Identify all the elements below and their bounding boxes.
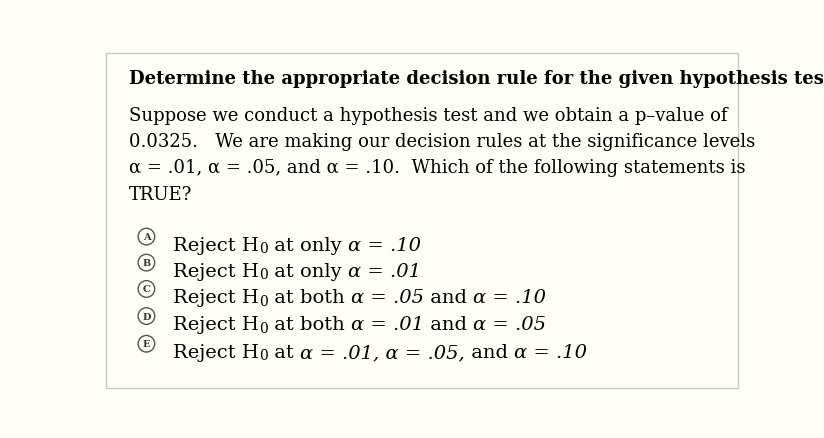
Text: α = .01, α = .05,: α = .01, α = .05, xyxy=(300,343,465,361)
Text: 0: 0 xyxy=(259,294,268,308)
Text: at both: at both xyxy=(268,289,351,307)
Text: B: B xyxy=(143,258,151,268)
Text: 0: 0 xyxy=(259,242,268,256)
Text: TRUE?: TRUE? xyxy=(129,185,192,203)
Text: Reject H: Reject H xyxy=(173,289,259,307)
Text: Reject H: Reject H xyxy=(173,316,259,334)
Text: 0: 0 xyxy=(259,349,268,363)
Text: 0.0325.   We are making our decision rules at the significance levels: 0.0325. We are making our decision rules… xyxy=(129,133,755,151)
Text: Reject H: Reject H xyxy=(173,262,259,280)
Text: α = .01: α = .01 xyxy=(348,262,421,280)
Text: Suppose we conduct a hypothesis test and we obtain a p–value of: Suppose we conduct a hypothesis test and… xyxy=(129,106,727,124)
Text: α = .10: α = .10 xyxy=(348,237,421,254)
Text: A: A xyxy=(143,233,150,241)
Text: Reject H: Reject H xyxy=(173,343,259,361)
Text: Determine the appropriate decision rule for the given hypothesis test.: Determine the appropriate decision rule … xyxy=(129,69,824,88)
Text: at both: at both xyxy=(268,316,351,334)
Text: α = .05: α = .05 xyxy=(473,316,546,334)
Text: and: and xyxy=(465,343,514,361)
Text: D: D xyxy=(143,312,151,321)
Text: α = .01, α = .05, and α = .10.  Which of the following statements is: α = .01, α = .05, and α = .10. Which of … xyxy=(129,159,745,177)
Text: at: at xyxy=(268,343,300,361)
Text: α = .10: α = .10 xyxy=(514,343,587,361)
Text: Reject H: Reject H xyxy=(173,237,259,254)
Text: α = .10: α = .10 xyxy=(473,289,546,307)
Text: 0: 0 xyxy=(259,268,268,282)
Text: α = .01: α = .01 xyxy=(351,316,424,334)
Text: α = .05: α = .05 xyxy=(351,289,424,307)
Text: and: and xyxy=(424,316,473,334)
Text: 0: 0 xyxy=(259,321,268,335)
Text: at only: at only xyxy=(268,237,348,254)
Text: and: and xyxy=(424,289,473,307)
Text: E: E xyxy=(143,339,150,349)
Text: at only: at only xyxy=(268,262,348,280)
Text: C: C xyxy=(143,285,150,294)
